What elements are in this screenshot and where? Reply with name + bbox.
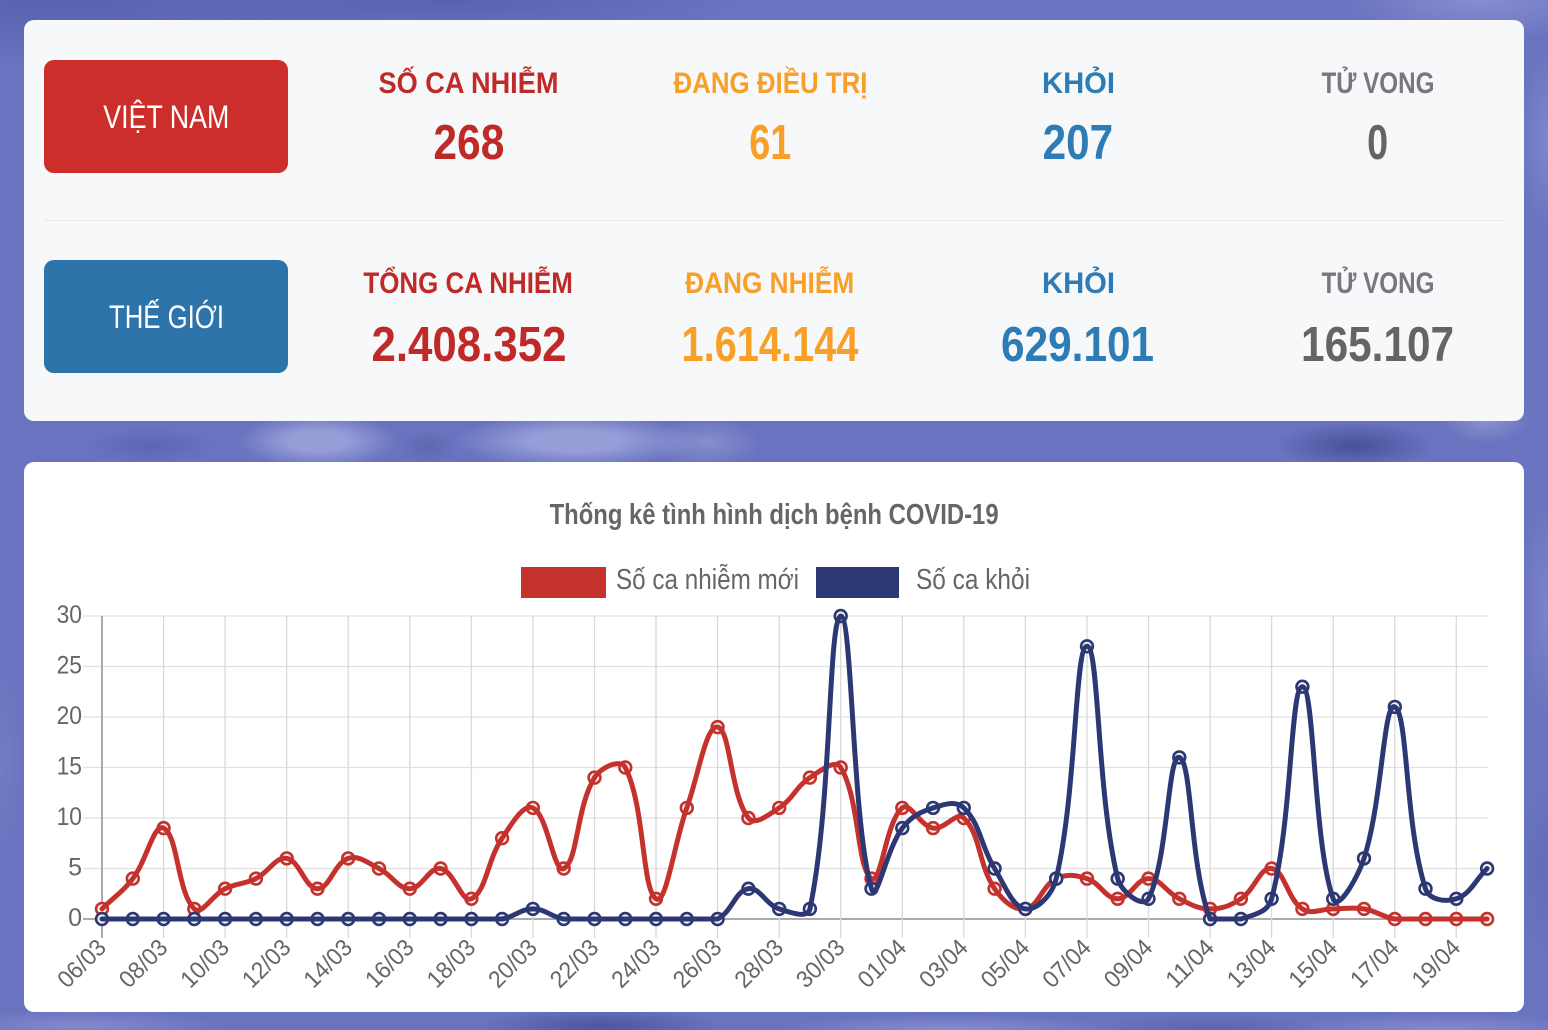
svg-text:5: 5 [68,854,82,882]
svg-text:10/03: 10/03 [175,934,234,993]
svg-text:26/03: 26/03 [668,934,727,993]
svg-text:11/04: 11/04 [1160,934,1219,993]
svg-text:15: 15 [57,753,82,781]
svg-text:15/04: 15/04 [1284,934,1343,993]
svg-text:14/03: 14/03 [299,934,358,993]
svg-text:12/03: 12/03 [237,934,296,993]
svg-text:19/04: 19/04 [1407,934,1466,993]
svg-text:17/04: 17/04 [1345,934,1404,993]
svg-text:13/04: 13/04 [1222,934,1281,993]
svg-text:16/03: 16/03 [360,934,419,993]
svg-text:24/03: 24/03 [606,934,665,993]
svg-text:10: 10 [57,803,82,831]
svg-text:08/03: 08/03 [114,934,173,993]
svg-text:30: 30 [57,601,82,629]
svg-text:28/03: 28/03 [730,934,789,993]
svg-text:0: 0 [68,904,82,932]
svg-text:30/03: 30/03 [791,934,850,993]
svg-text:05/04: 05/04 [976,934,1035,993]
svg-text:20/03: 20/03 [483,934,542,993]
svg-text:18/03: 18/03 [422,934,481,993]
svg-text:03/04: 03/04 [914,934,973,993]
svg-text:06/03: 06/03 [52,934,111,993]
svg-text:09/04: 09/04 [1099,934,1158,993]
svg-text:07/04: 07/04 [1037,934,1096,993]
svg-text:22/03: 22/03 [545,934,604,993]
svg-text:01/04: 01/04 [853,934,912,993]
svg-text:25: 25 [57,652,82,680]
svg-text:20: 20 [57,702,82,730]
